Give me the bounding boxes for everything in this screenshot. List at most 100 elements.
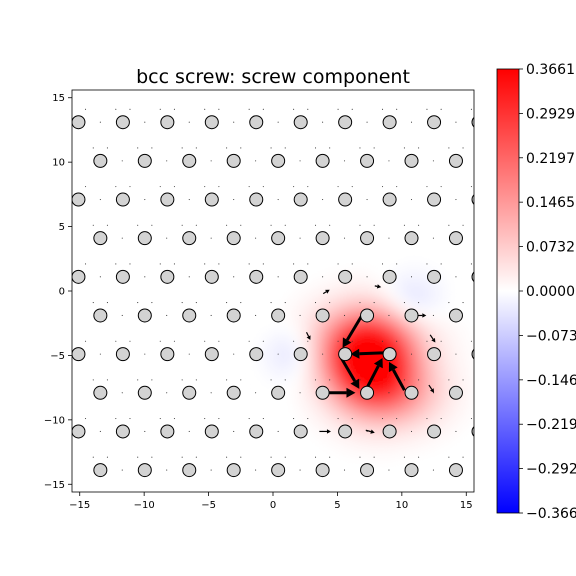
colorbar-tick-label: 0.0732 [526,240,575,256]
plot-area: −15 −10 −5 0 5 10 15 −15 −10 −5 0 5 10 15 [44,89,523,511]
grid-dot [322,276,324,278]
grid-dot [440,263,442,265]
colorbar-tick-label: −0.2197 [526,417,576,433]
grid-dot [218,108,220,110]
grid-dot [270,224,272,226]
grid-dot [255,160,257,162]
atom-marker [404,463,419,478]
grid-dot [522,392,523,393]
atom-marker [315,231,330,246]
grid-dot [195,224,197,226]
grid-dot [129,263,131,265]
grid-dot [522,315,523,316]
grid-dot [314,147,317,149]
grid-dot [418,456,420,458]
atom-marker [271,308,286,323]
grid-dot [129,340,131,342]
grid-dot [166,314,168,317]
grid-dot [92,456,94,458]
grid-dot [284,224,286,226]
x-axis: −15 −10 −5 0 5 10 15 [69,492,473,511]
displacement-arrow [365,429,375,434]
atom-marker [226,153,241,168]
grid-dot [129,186,131,188]
grid-dot [195,147,197,149]
atom-marker [293,269,308,284]
atom-marker [471,271,474,283]
grid-dot [388,237,390,239]
grid-dot [99,430,101,432]
displacement-arrow [428,384,435,393]
atom-marker [382,347,397,362]
displacement-arrow [374,284,382,289]
y-tick-label: 5 [59,222,65,233]
grid-dot [137,379,139,381]
atom-marker [72,347,86,362]
grid-dot [343,237,346,239]
grid-dot [432,469,434,471]
grid-dot [381,340,384,342]
grid-dot [106,379,108,381]
grid-dots [84,108,523,471]
grid-dot [426,418,428,420]
grid-dot [218,186,220,188]
displacement-arrow [322,289,330,295]
grid-dot [359,302,361,304]
grid-dot [195,379,197,381]
grid-dot [322,353,324,355]
grid-dot [329,224,331,226]
grid-dot [121,469,123,471]
grid-dot [403,379,405,381]
grid-dot [440,418,442,420]
grid-dot [270,379,272,381]
grid-dot [455,276,457,278]
grid-dot [396,418,398,420]
atom-marker [204,192,219,207]
atom-marker [249,347,264,362]
grid-dot [343,469,346,471]
grid-dot [440,108,442,110]
grid-dot [337,418,339,420]
grid-dot [314,379,317,381]
grid-dot [240,379,242,381]
grid-dot [188,430,190,432]
grid-dot [151,224,153,226]
atom-marker [226,463,241,478]
atom-marker [249,115,264,130]
grid-dot [351,340,353,342]
grid-dot [485,418,486,419]
atom-marker [427,424,442,439]
grid-dot [522,160,523,161]
atom-marker [404,308,419,323]
grid-dot [381,108,384,110]
grid-dot [210,314,212,317]
atom-marker [160,192,175,207]
grid-dot [432,237,434,239]
atom-marker [182,308,197,323]
atom-marker [204,347,219,362]
y-axis: −15 −10 −5 0 5 10 15 [44,93,72,491]
grid-dot [166,392,168,394]
grid-dot [121,237,123,239]
grid-dot [159,263,161,265]
displacement-arrow [388,361,406,391]
grid-dot [293,186,295,188]
grid-dot [293,263,295,265]
chart-title: bcc screw: screw component [136,66,410,88]
grid-dot [277,353,279,355]
grid-dot [403,302,405,304]
x-tick-label: 5 [334,500,340,511]
y-tick-label: −5 [50,351,65,362]
grid-dot [226,224,228,226]
atom-marker [382,424,397,439]
grid-dot [159,108,161,110]
grid-dot [448,379,450,381]
grid-dot [448,147,450,149]
atom-marker [115,424,130,439]
atom-marker [448,153,463,168]
grid-dot [173,186,175,188]
atom-marker [271,463,286,478]
grid-dot [299,392,301,394]
atom-marker [160,424,175,439]
grid-dot [151,456,153,458]
